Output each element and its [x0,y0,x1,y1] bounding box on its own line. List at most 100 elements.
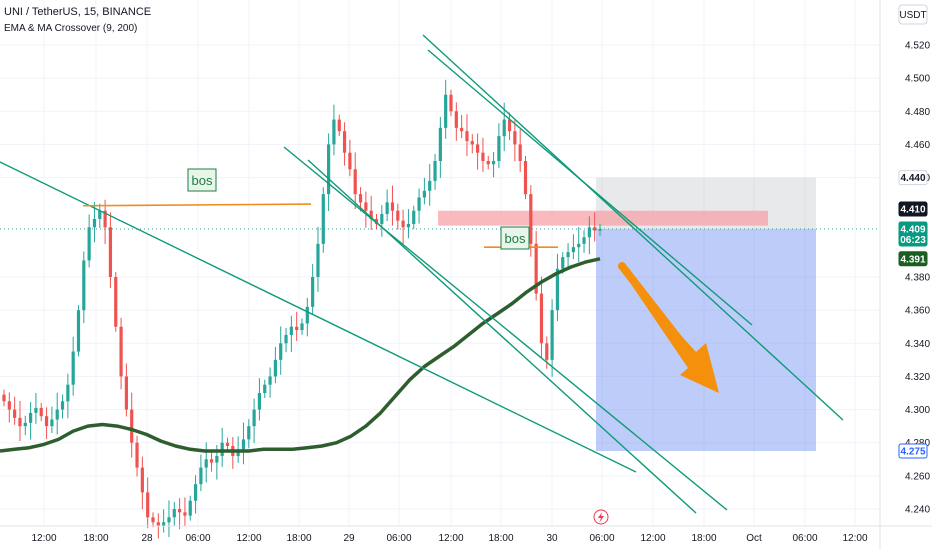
candle-body [119,326,123,377]
trend-line [283,146,728,511]
candle-body [87,227,91,261]
candle-body [561,257,565,269]
price-tick-label: 4.500 [905,74,930,85]
candle-body [582,237,586,244]
candle-body [465,131,469,142]
candle-body [513,131,517,145]
price-tick-label: 4.240 [905,505,930,516]
candle-body [539,293,544,344]
candle-body [44,416,49,427]
candle-body [199,467,203,485]
trend-line [307,159,697,514]
candle-body [449,94,453,112]
time-tick-label: 12:00 [236,533,261,544]
candle-body [507,119,512,132]
price-tag-value: 4.440 [900,173,925,184]
candle-body [146,492,150,518]
candle-body [342,131,347,153]
time-tick-label: 18:00 [488,533,513,544]
candle-body [470,141,474,145]
time-tick-label: 12:00 [31,533,56,544]
candle-body [103,210,107,228]
bos-label-box [187,168,217,192]
candle-body [66,384,70,402]
candle-body [241,439,246,450]
time-tick-label: 30 [546,533,558,544]
candle-body [204,459,208,468]
countdown-label: 06:23 [900,235,926,246]
candle-body [18,417,22,427]
candle-body [486,161,490,165]
price-tick-label: 4.340 [905,339,930,350]
candle-body [348,152,352,170]
time-scale[interactable]: 12:00 18:00 28 06:00 12:00 18:00 29 06:00 12:00 1… [0,525,932,544]
price-tag-value: 4.275 [900,447,925,458]
candle-body [135,442,139,468]
price-tag [898,251,928,267]
candle-body [358,194,363,203]
candle-body [284,335,288,344]
candle-body [390,202,395,211]
currency-button[interactable]: USDT [898,4,928,25]
position-zones [0,177,880,451]
candle-body [353,169,357,195]
candle-body [13,409,17,418]
time-tick-label: 06:00 [792,533,817,544]
time-tick-label: 18:00 [83,533,108,544]
candle-body [295,326,299,331]
time-tick-label: 28 [141,533,153,544]
candle-body [151,517,155,523]
candle-body [401,220,405,228]
candle-body [311,277,315,307]
candle-body [273,359,277,377]
candle-body [71,351,75,385]
bos-line [82,203,312,207]
candle-body [225,442,230,447]
candle-body [193,484,198,501]
price-tick-label: 4.520 [905,41,930,52]
candle-body [140,467,144,493]
lightning-icon[interactable] [593,509,609,525]
price-tag-value: 4.409 [900,224,925,235]
candle-body [598,228,602,231]
candle-body [550,310,554,360]
trend-line [422,34,844,421]
candle-body [332,119,336,145]
price-tick-label: 4.480 [905,107,930,118]
price-tick-label: 4.260 [905,471,930,482]
candle-body [114,277,118,327]
candle-body [476,144,480,153]
candle-body [167,517,171,523]
candle-body [523,161,528,195]
bos-label: bos [192,173,213,188]
candle-body [252,409,256,427]
bos-label-box [500,226,530,250]
price-tick-label: 4.320 [905,372,930,383]
price-tick-label: 4.360 [905,306,930,317]
candle-body [593,227,597,231]
candle-body [587,227,591,238]
candle-body [29,412,33,423]
candle-body [23,422,27,427]
candle-body [60,401,65,410]
candle-body [502,119,506,137]
candle-body [438,127,442,161]
candle-body [460,127,464,132]
candle-body [172,509,176,518]
candle-body [385,202,389,215]
candle-body [305,306,309,324]
bos-label: bos [505,231,526,246]
candle-body [130,409,134,443]
candle-body [2,394,6,402]
forecast-arrow-shaft [618,262,696,360]
candle-body [263,384,267,393]
time-tick-label: 12:00 [640,533,665,544]
time-tick-label: 06:00 [386,533,411,544]
price-tag [898,201,928,217]
candlesticks [2,79,602,539]
candle-body [454,111,458,128]
candle-body [289,326,293,335]
candle-body [108,227,113,277]
candle-body [412,210,416,224]
